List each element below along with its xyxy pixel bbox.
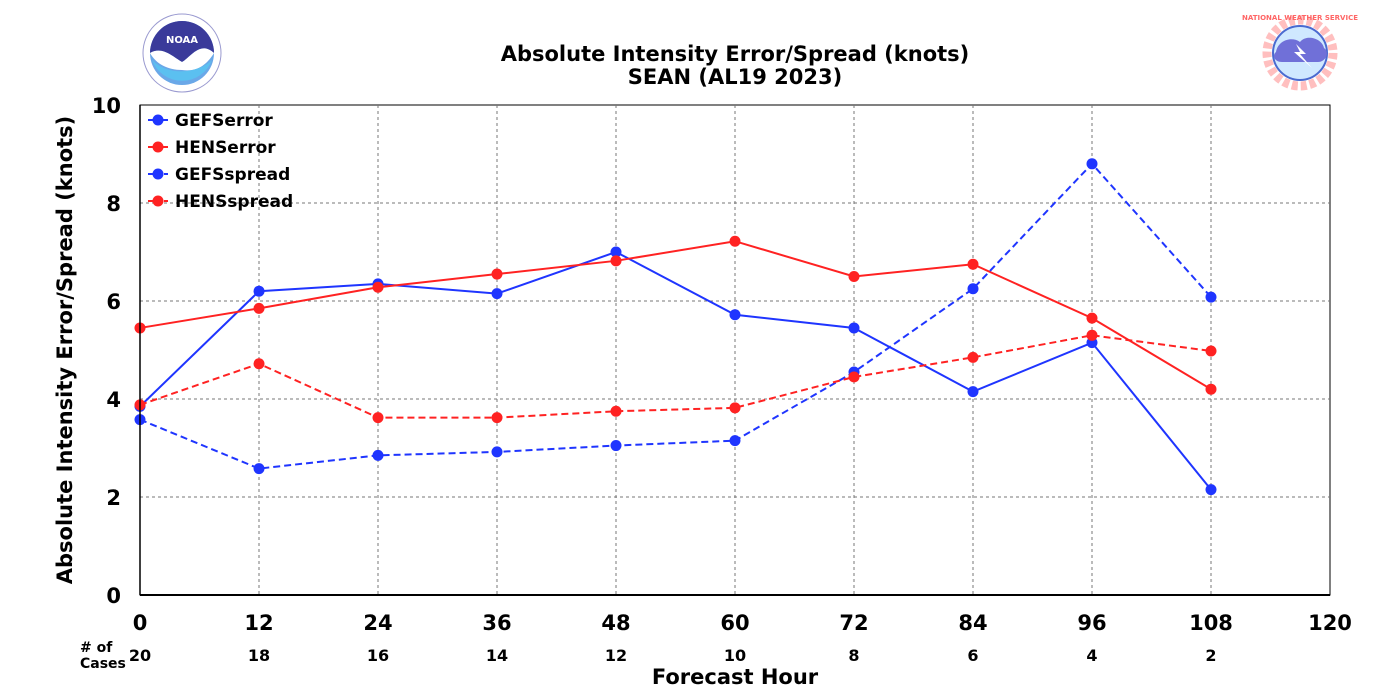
noaa-logo: NOAA	[142, 13, 222, 93]
data-point	[1205, 291, 1217, 303]
data-point	[967, 386, 979, 398]
data-point	[372, 281, 384, 293]
x-tick-label: 84	[958, 611, 987, 635]
legend-label: HENSspread	[175, 192, 293, 212]
legend-item: GEFSerror	[148, 111, 273, 131]
x-tick-label: 108	[1189, 611, 1233, 635]
x-tick-label: 24	[363, 611, 392, 635]
case-count: 2	[1205, 646, 1216, 665]
x-tick-label: 36	[482, 611, 511, 635]
legend-label: GEFSerror	[175, 111, 273, 131]
case-count: 14	[486, 646, 508, 665]
x-tick-label: 48	[601, 611, 630, 635]
y-tick-label: 10	[92, 94, 121, 118]
legend-marker	[152, 141, 164, 153]
y-tick-labels: 0 2 4 6 8 10	[92, 94, 121, 608]
y-axis-label: Absolute Intensity Error/Spread (knots)	[53, 116, 77, 585]
case-count: 4	[1086, 646, 1097, 665]
y-tick-label: 4	[106, 388, 121, 412]
data-point	[491, 446, 503, 458]
x-tick-label: 0	[133, 611, 148, 635]
data-point	[610, 246, 622, 258]
case-count: 10	[724, 646, 746, 665]
data-point	[253, 358, 265, 370]
data-point	[1205, 345, 1217, 357]
series-GEFSspread	[134, 158, 1217, 475]
chart-title: Absolute Intensity Error/Spread (knots)	[501, 42, 970, 66]
legend-label: HENSerror	[175, 138, 276, 158]
data-point	[729, 435, 741, 447]
data-point	[729, 309, 741, 321]
data-point	[491, 288, 503, 300]
data-point	[372, 412, 384, 424]
y-tick-label: 6	[106, 290, 121, 314]
case-count: 6	[967, 646, 978, 665]
x-tick-label: 96	[1077, 611, 1106, 635]
legend-marker	[152, 195, 164, 207]
data-point	[610, 440, 622, 452]
data-point	[253, 463, 265, 475]
series-HENSspread	[134, 329, 1217, 424]
x-tick-label: 60	[720, 611, 749, 635]
series-HENSerror	[134, 235, 1217, 395]
data-point	[253, 302, 265, 314]
case-count: 12	[605, 646, 627, 665]
data-point	[729, 402, 741, 414]
x-tick-label: 12	[244, 611, 273, 635]
x-tick-label: 120	[1308, 611, 1352, 635]
series-line	[139, 334, 1212, 419]
data-point	[848, 271, 860, 282]
data-point	[1205, 484, 1217, 496]
legend-marker	[152, 114, 164, 126]
data-point	[1205, 383, 1217, 395]
data-point	[1086, 312, 1098, 324]
y-tick-label: 8	[106, 192, 121, 216]
series-line	[139, 240, 1212, 391]
data-point	[491, 412, 503, 424]
legend-label: GEFSspread	[175, 165, 290, 185]
case-count: 20	[129, 646, 151, 665]
cases-header-line2: Cases	[80, 656, 126, 672]
legend-item: GEFSspread	[148, 165, 290, 185]
data-point	[1086, 158, 1098, 170]
data-point	[610, 255, 622, 267]
legend-item: HENSerror	[148, 138, 276, 158]
data-point	[967, 283, 979, 295]
data-point	[491, 268, 503, 280]
data-point	[729, 235, 741, 247]
cases-row: # of Cases 20 18 16 14 12 10 8 6 4 2	[80, 640, 1217, 672]
nws-logo-text: NATIONAL WEATHER SERVICE	[1242, 14, 1358, 22]
x-tick-label: 72	[839, 611, 868, 635]
grid	[140, 105, 1330, 595]
data-point	[1086, 329, 1098, 341]
nws-logo: NATIONAL WEATHER SERVICE	[1242, 14, 1358, 92]
legend-marker	[152, 168, 164, 180]
legend: GEFSerror HENSerror GEFSspread HENSspread	[148, 111, 293, 212]
case-count: 16	[367, 646, 389, 665]
y-tick-label: 0	[106, 584, 121, 608]
data-point	[967, 258, 979, 270]
case-count: 18	[248, 646, 270, 665]
case-count: 8	[848, 646, 859, 665]
series-line	[139, 162, 1212, 470]
cases-header-line1: # of	[80, 640, 113, 656]
data-point	[253, 285, 265, 297]
chart-subtitle: SEAN (AL19 2023)	[628, 65, 842, 89]
data-point	[848, 371, 860, 383]
legend-item: HENSspread	[148, 192, 293, 212]
series-line	[139, 250, 1212, 491]
data-point	[967, 351, 979, 363]
data-point	[610, 405, 622, 417]
data-point	[848, 322, 860, 334]
y-tick-label: 2	[106, 486, 121, 510]
x-tick-labels: 0 12 24 36 48 60 72 84 96 108 120	[133, 611, 1352, 635]
x-axis-label: Forecast Hour	[652, 665, 819, 689]
data-point	[372, 449, 384, 461]
noaa-logo-text: NOAA	[166, 35, 198, 46]
